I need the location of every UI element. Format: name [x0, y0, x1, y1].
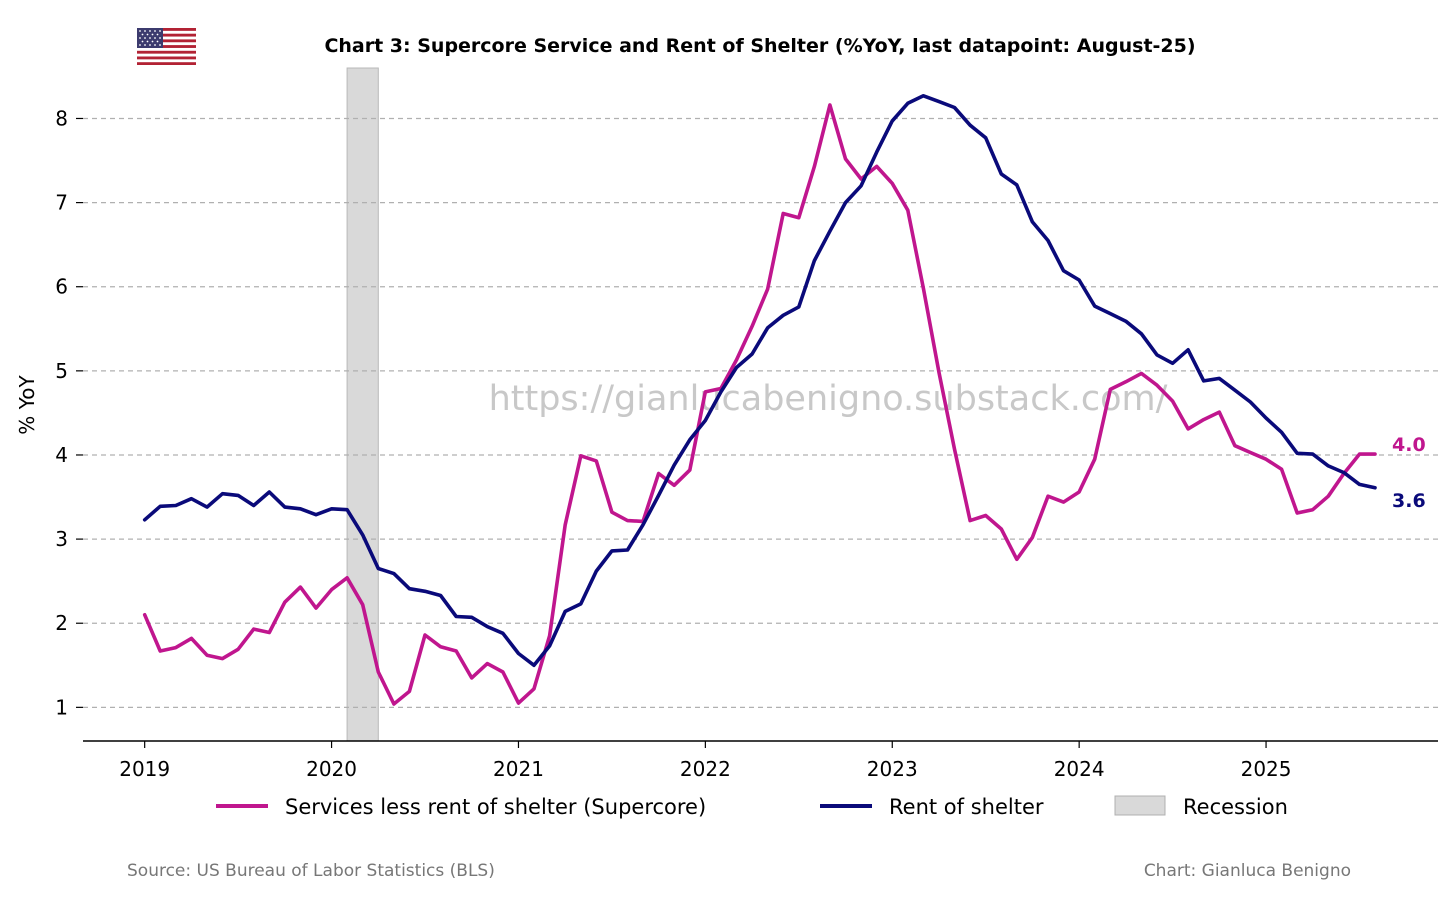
legend-label-recession: Recession	[1183, 795, 1288, 819]
legend: Services less rent of shelter (Supercore…	[216, 795, 1288, 819]
legend-swatch-recession	[1114, 795, 1166, 816]
legend-item-shelter: Rent of shelter	[820, 795, 1044, 819]
source-note: Source: US Bureau of Labor Statistics (B…	[127, 861, 495, 881]
legend-label-shelter: Rent of shelter	[889, 795, 1044, 819]
chart-credit: Chart: Gianluca Benigno	[1144, 861, 1351, 881]
recession-band	[346, 67, 379, 742]
x-tick-label: 2020	[306, 757, 357, 781]
y-tick-label: 6	[55, 275, 68, 299]
x-tick-label: 2019	[119, 757, 170, 781]
y-axis-label: % YoY	[15, 375, 39, 435]
chart-title: Chart 3: Supercore Service and Rent of S…	[324, 35, 1195, 57]
watermark: https://gianlucabenigno.substack.com/	[489, 379, 1168, 419]
end-label-shelter: 3.6	[1392, 490, 1426, 512]
y-tick-label: 1	[55, 695, 68, 719]
x-tick-label: 2022	[680, 757, 731, 781]
x-tick-label: 2024	[1054, 757, 1105, 781]
end-labels: 4.0 3.6	[1392, 434, 1426, 512]
x-tick-label: 2021	[493, 757, 544, 781]
y-tick-label: 4	[55, 443, 68, 467]
y-tick-label: 8	[55, 106, 68, 130]
y-tick-label: 2	[55, 611, 68, 635]
legend-item-recession: Recession	[1114, 795, 1288, 819]
series-line-supercore	[142, 103, 1377, 706]
us-flag-icon	[137, 28, 196, 65]
y-tick-label: 5	[55, 359, 68, 383]
x-tick-label: 2023	[867, 757, 918, 781]
legend-label-supercore: Services less rent of shelter (Supercore…	[285, 795, 706, 819]
end-label-supercore: 4.0	[1392, 434, 1426, 456]
x-tick-label: 2025	[1241, 757, 1292, 781]
series-line-shelter	[142, 94, 1377, 668]
series-lines	[142, 94, 1377, 706]
legend-item-supercore: Services less rent of shelter (Supercore…	[216, 795, 706, 819]
y-tick-label: 3	[55, 527, 68, 551]
recession-band-rect	[346, 67, 379, 742]
grid-lines	[83, 117, 1438, 708]
axes: 1 2 3 4 5 6 7 8 2019 2020 2021 2022 2023 2024 2025	[55, 106, 1438, 781]
y-tick-label: 7	[55, 191, 68, 215]
